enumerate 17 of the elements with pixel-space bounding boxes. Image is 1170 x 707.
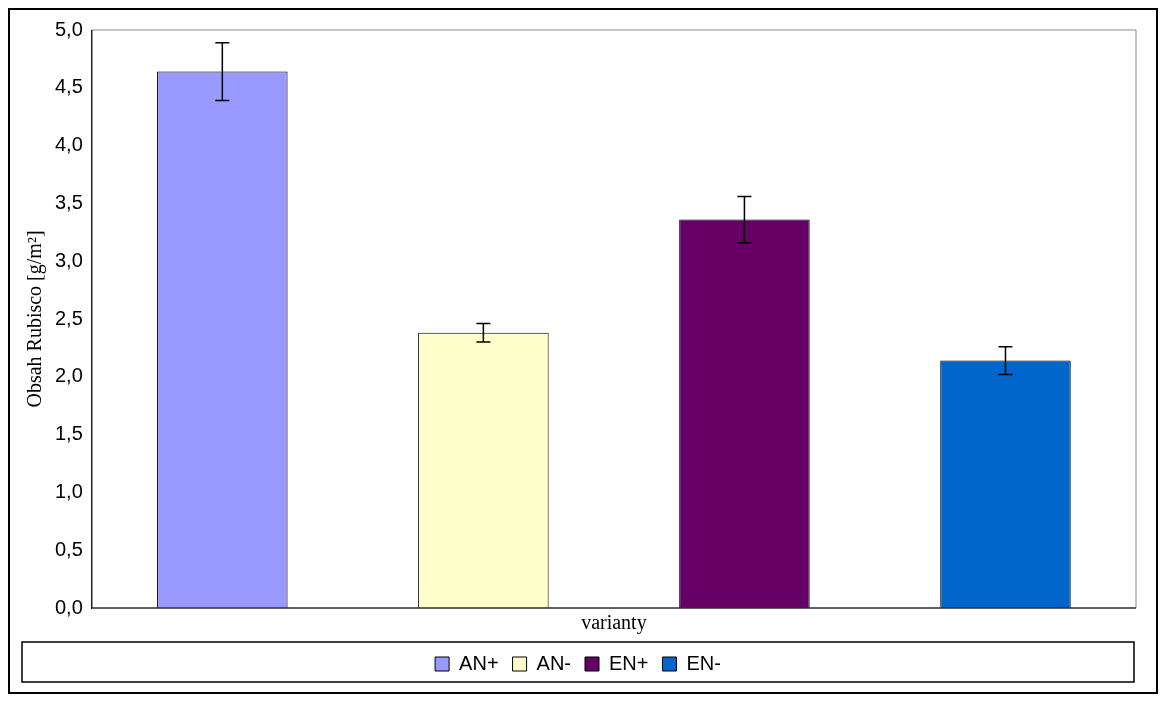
- y-tick-label: 2,0: [54, 364, 83, 387]
- y-tick-label: 0,0: [54, 595, 83, 618]
- y-tick-label: 1,0: [54, 479, 83, 502]
- legend-label: EN-: [686, 651, 721, 674]
- y-tick-label: 3,5: [54, 190, 83, 213]
- x-axis-title: varianty: [581, 611, 647, 635]
- legend-label: EN+: [609, 651, 649, 674]
- y-tick-label: 4,5: [54, 75, 83, 98]
- y-tick-label: 5,0: [54, 17, 83, 40]
- y-axis-title: Obsah Rubisco [g/m²]: [23, 230, 47, 408]
- y-tick-label: 2,5: [54, 306, 83, 329]
- y-tick-label: 4,0: [54, 133, 83, 156]
- y-tick-label: 1,5: [54, 422, 83, 445]
- legend-label: AN-: [536, 651, 572, 674]
- y-tick-label: 3,0: [54, 248, 83, 271]
- legend-label: AN+: [459, 651, 499, 674]
- y-tick-label: 0,5: [54, 537, 83, 560]
